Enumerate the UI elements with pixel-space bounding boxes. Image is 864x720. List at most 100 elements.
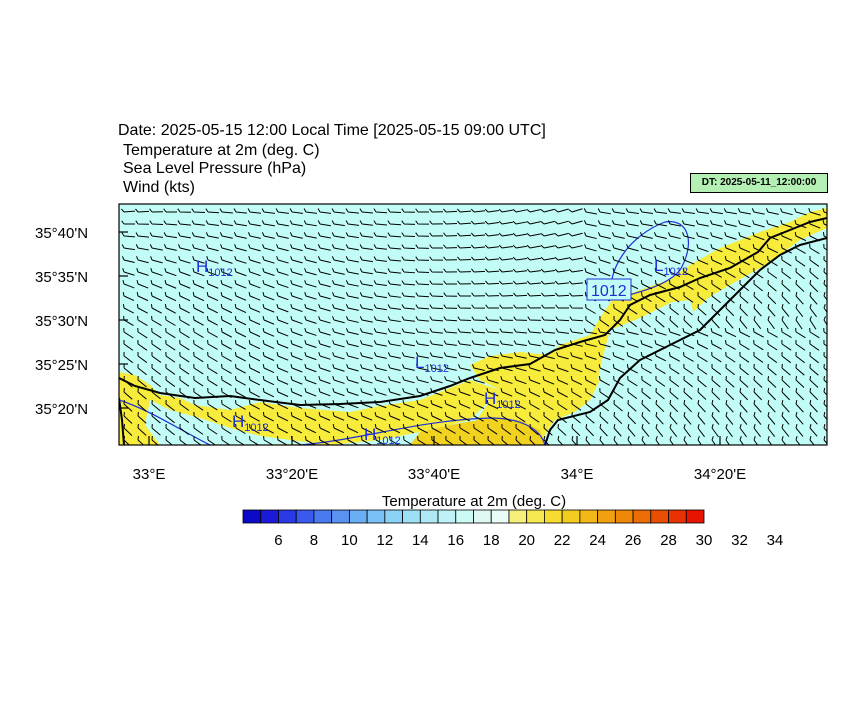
wind-barb	[526, 209, 541, 213]
colorbar-swatch	[668, 509, 687, 524]
wind-barb	[415, 328, 429, 334]
wind-barb	[654, 244, 667, 252]
wind-barb	[711, 412, 720, 425]
wind-barb	[823, 435, 827, 445]
wind-barb	[569, 340, 583, 347]
wind-barb	[485, 280, 500, 285]
wind-barb	[526, 244, 541, 249]
wind-barb	[767, 327, 778, 338]
wind-barb	[444, 411, 457, 422]
wind-barb	[401, 304, 415, 310]
wind-barb	[360, 352, 373, 360]
wind-barb	[823, 304, 827, 314]
wind-barb	[121, 244, 135, 251]
wind-barb	[304, 364, 317, 373]
wind-barb	[262, 351, 275, 361]
wind-barb	[599, 387, 610, 399]
wind-barb	[445, 435, 455, 445]
wind-barb	[373, 244, 387, 250]
wind-barb	[374, 376, 387, 384]
wind-barb	[192, 303, 205, 314]
wind-barb	[626, 328, 639, 336]
wind-barb	[401, 292, 415, 298]
wind-barb	[149, 244, 163, 251]
wind-barb	[234, 315, 247, 326]
wind-barb	[178, 268, 191, 277]
wind-barb	[416, 411, 429, 421]
wind-barb	[401, 220, 416, 225]
wind-barb	[135, 244, 149, 251]
wind-barb	[526, 268, 541, 273]
colorbar-tick-label: 8	[310, 532, 318, 549]
wind-barb	[737, 208, 751, 215]
wind-barb	[179, 399, 190, 411]
wind-barb	[709, 220, 723, 227]
wind-barb	[332, 304, 345, 312]
wind-barb	[569, 304, 584, 309]
wind-barb	[498, 220, 513, 225]
colorbar-swatch	[579, 509, 599, 524]
wind-barb	[429, 280, 444, 285]
wind-barb	[402, 388, 415, 396]
wind-barb	[669, 411, 678, 425]
wind-barb	[766, 243, 779, 254]
wind-barb	[781, 267, 792, 280]
wind-barb	[219, 208, 234, 214]
wind-barb	[554, 244, 569, 249]
wind-barb	[795, 375, 805, 388]
wind-barb	[179, 351, 190, 363]
wind-barb	[738, 255, 750, 266]
wind-barb	[275, 232, 289, 239]
wind-barb	[512, 208, 527, 213]
wind-barb	[683, 399, 692, 413]
wind-barb	[653, 208, 667, 214]
wind-barb	[613, 303, 624, 315]
wind-barb	[359, 232, 373, 238]
colorbar-tick-label: 24	[589, 532, 606, 549]
wind-barb	[823, 279, 827, 288]
wind-barb	[234, 256, 247, 264]
wind-barb	[753, 303, 762, 317]
wind-barb	[178, 303, 190, 314]
lon-tick-label: 33°20'E	[266, 466, 318, 483]
wind-barb	[710, 255, 723, 266]
wind-barb	[415, 364, 429, 371]
wind-barb	[484, 220, 499, 225]
wind-barb	[655, 291, 666, 303]
wind-barb	[165, 411, 175, 424]
wind-barb	[387, 244, 402, 250]
colorbar-tick-label: 34	[767, 532, 784, 549]
wind-barb	[543, 411, 554, 423]
wind-barb	[695, 220, 709, 227]
wind-barb	[429, 316, 444, 322]
wind-barb	[276, 256, 289, 264]
wind-barb	[527, 328, 541, 334]
wind-barb	[696, 232, 709, 240]
wind-barb	[443, 256, 458, 261]
wind-barb	[598, 244, 611, 252]
wind-barb	[654, 256, 667, 265]
wind-barb	[485, 268, 500, 273]
wind-barb	[541, 328, 555, 334]
wind-barb	[625, 220, 639, 227]
wind-barb	[206, 244, 219, 252]
wind-barb	[568, 280, 583, 285]
wind-barb	[682, 244, 695, 252]
wind-barb	[753, 424, 762, 438]
colorbar-swatch	[437, 509, 457, 524]
wind-barb	[458, 388, 471, 397]
wind-barb	[401, 340, 415, 347]
wind-barb	[318, 435, 330, 445]
wind-barb	[164, 256, 177, 264]
colorbar-swatch	[632, 509, 652, 524]
wind-barb	[416, 423, 428, 434]
wind-barb	[359, 304, 373, 311]
wind-barb	[696, 255, 709, 265]
contour-label-box	[586, 278, 632, 301]
wind-barb	[556, 352, 569, 360]
wind-barb	[809, 316, 817, 330]
wind-barb	[429, 244, 444, 249]
wind-barb	[627, 399, 637, 412]
wind-barb	[697, 291, 708, 303]
wind-barb	[276, 268, 289, 276]
